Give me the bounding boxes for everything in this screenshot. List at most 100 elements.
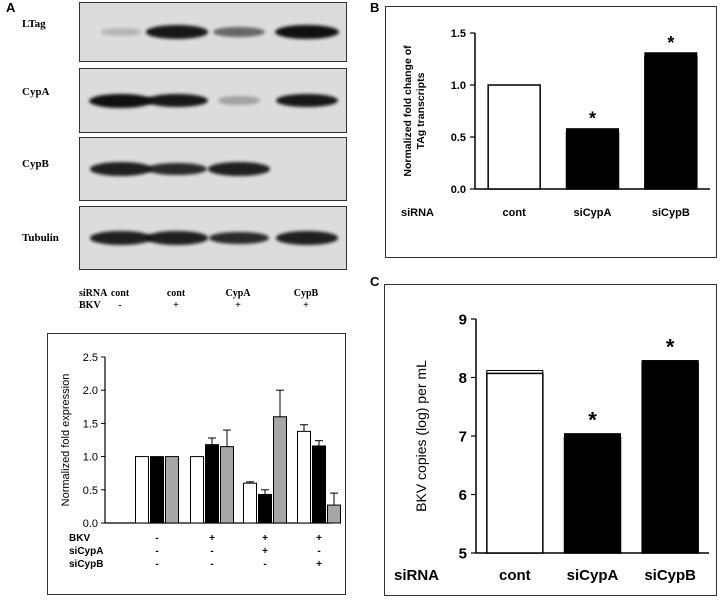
blot-band [208, 162, 270, 176]
y-axis-label-line: Normalized fold change of [402, 45, 414, 177]
panel-b-letter: B [370, 0, 380, 15]
y-axis-label: Normalized fold expression [60, 374, 72, 507]
bar [327, 504, 341, 524]
condition-bkv-label: BKV [79, 300, 101, 311]
y-axis-label: BKV copies (log) per mL [413, 360, 429, 512]
blot-band [276, 231, 338, 245]
blot-band [217, 96, 261, 105]
y-tick-label: 8 [459, 370, 467, 387]
condition-value: - [155, 559, 158, 570]
blot-label-cypa: CypA [22, 86, 50, 98]
category-label: siCypA [574, 207, 612, 219]
condition-value: + [262, 546, 268, 557]
condition-value: - [210, 546, 213, 557]
bar [297, 430, 311, 524]
category-label: siCypA [567, 567, 619, 584]
blot-strip-cypa [79, 68, 347, 133]
condition-value: + [262, 533, 268, 544]
blot-strip-cypb [79, 137, 347, 201]
blot-label-cypb: CypB [22, 158, 49, 170]
bar [258, 493, 272, 524]
condition-value: - [263, 559, 266, 570]
condition-value: - [155, 533, 158, 544]
blot-band [275, 93, 339, 108]
y-tick-label: 1.0 [451, 80, 466, 92]
category-label: siCypB [644, 567, 696, 584]
significance-marker: * [666, 335, 675, 360]
condition-bkv-lane-3: + [235, 300, 241, 311]
significance-marker: * [667, 33, 674, 53]
panel-c-letter: C [370, 274, 380, 289]
condition-sirna-lane-1: cont [110, 288, 130, 299]
condition-value: + [209, 533, 215, 544]
condition-bkv-lane-2: + [173, 300, 179, 311]
bar [220, 446, 234, 524]
blot-band [145, 93, 209, 108]
bar [565, 132, 620, 190]
y-tick-label: 1.5 [83, 418, 98, 430]
x-prefix-label: siRNA [401, 207, 434, 219]
panel-a-quant-chart: 0.0 0.5 1.0 1.5 2.0 2.5 Normalized fold expres… [60, 352, 341, 570]
y-tick-label: 0.0 [451, 184, 466, 196]
blot-band [145, 25, 209, 39]
y-tick-label: 1.0 [83, 452, 98, 464]
panel-a-letter: A [6, 0, 16, 15]
condition-sirna-lane-3: CypA [225, 288, 251, 299]
panel-b-chart: 0.0 0.5 1.0 1.5 cont * siCypA * siCypB siRNA Norma… [401, 28, 710, 219]
y-tick-label: 1.5 [451, 28, 466, 40]
condition-value: - [210, 559, 213, 570]
bar [135, 456, 149, 524]
category-label: cont [503, 207, 527, 219]
condition-bkv-lane-4: + [303, 300, 309, 311]
blot-band [146, 231, 208, 245]
y-tick-label: 6 [459, 487, 467, 504]
bar [165, 456, 179, 524]
y-tick-label: 0.5 [83, 485, 98, 497]
condition-sirna-lane-4: CypB [293, 288, 319, 299]
significance-marker: * [588, 408, 597, 433]
bar [243, 482, 257, 524]
y-axis-label-line: TAg transcripts [415, 72, 427, 149]
blot-strip-ltag [79, 2, 347, 62]
condition-value: - [317, 546, 320, 557]
y-tick-label: 2.5 [83, 352, 98, 364]
condition-label: BKV [69, 533, 90, 544]
bar [641, 362, 699, 554]
bar [273, 416, 287, 524]
y-tick-label: 5 [459, 546, 467, 563]
y-tick-label: 0.5 [451, 132, 466, 144]
bar [190, 456, 204, 524]
condition-sirna-lane-2: cont [166, 288, 186, 299]
condition-label: siCypA [69, 546, 103, 557]
blot-band [275, 25, 339, 39]
condition-label: siCypB [69, 559, 103, 570]
category-label: siCypB [652, 207, 690, 219]
condition-value: - [155, 546, 158, 557]
significance-marker: * [589, 109, 596, 129]
x-prefix-label: siRNA [394, 567, 439, 584]
blot-band [101, 28, 141, 36]
blot-band [90, 162, 152, 176]
y-tick-label: 0.0 [83, 518, 98, 530]
bar [312, 445, 326, 524]
blot-band [213, 26, 265, 38]
blot-band [208, 231, 270, 245]
blot-band [90, 231, 152, 245]
bar [644, 56, 698, 190]
bar [563, 437, 622, 554]
y-tick-label: 2.0 [83, 385, 98, 397]
blot-label-tubulin: Tubulin [22, 232, 59, 244]
y-tick-label: 7 [459, 429, 467, 446]
condition-bkv-lane-1: - [118, 300, 122, 311]
bar [487, 84, 541, 190]
condition-value: + [316, 559, 322, 570]
bar [486, 372, 544, 554]
panel-c-chart: 5 6 7 8 9 cont * siCypA * siCypB siRNA BKV copies (… [394, 312, 709, 584]
blot-band [89, 93, 153, 108]
category-label: cont [499, 567, 531, 584]
blot-strip-tubulin [79, 206, 347, 270]
blot-label-ltag: LTag [22, 18, 46, 30]
bar [205, 444, 219, 524]
condition-value: + [316, 533, 322, 544]
blot-band [146, 162, 208, 176]
